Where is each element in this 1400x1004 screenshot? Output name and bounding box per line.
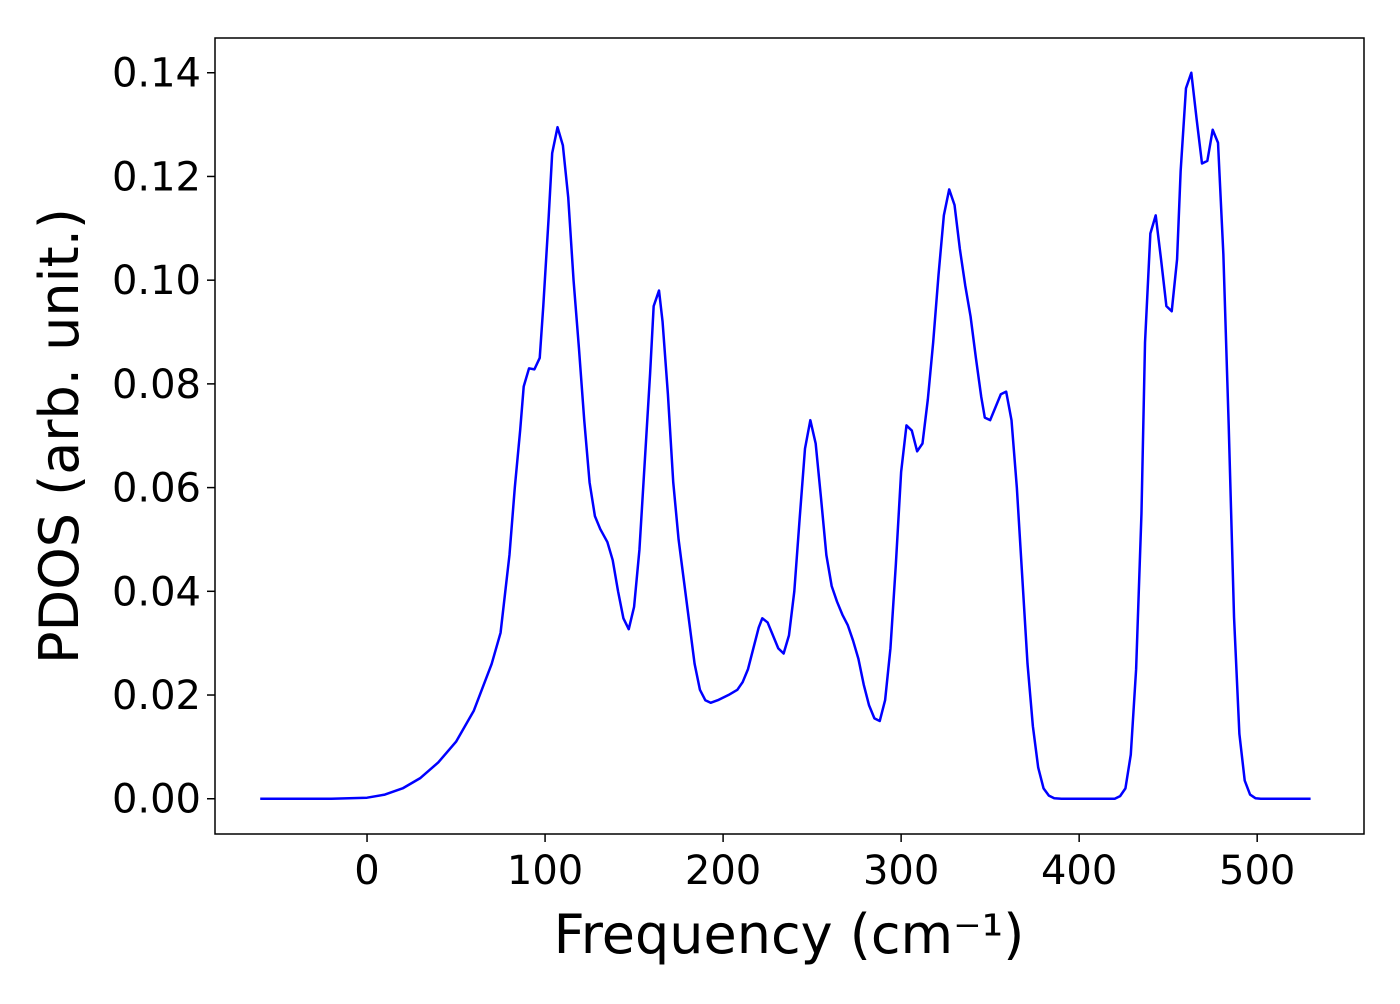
y-tick-label: 0.10 [112,258,201,304]
y-tick-label: 0.06 [112,466,201,512]
x-tick-label: 0 [354,848,379,894]
y-tick-label: 0.04 [112,569,201,615]
y-tick-label: 0.08 [112,362,201,408]
x-tick-label: 100 [507,848,583,894]
y-tick-label: 0.14 [112,51,201,97]
x-tick-label: 200 [685,848,761,894]
x-tick-label: 500 [1219,848,1295,894]
x-tick-label: 400 [1041,848,1117,894]
y-axis-label: PDOS (arb. unit.) [28,208,91,664]
x-tick-label: 300 [863,848,939,894]
plot-frame [214,37,1365,835]
y-tick-label: 0.12 [112,154,201,200]
y-tick-label: 0.00 [112,777,201,823]
pdos-line [260,71,1311,800]
x-axis-label: Frequency (cm⁻¹) [554,903,1025,966]
y-tick-label: 0.02 [112,673,201,719]
